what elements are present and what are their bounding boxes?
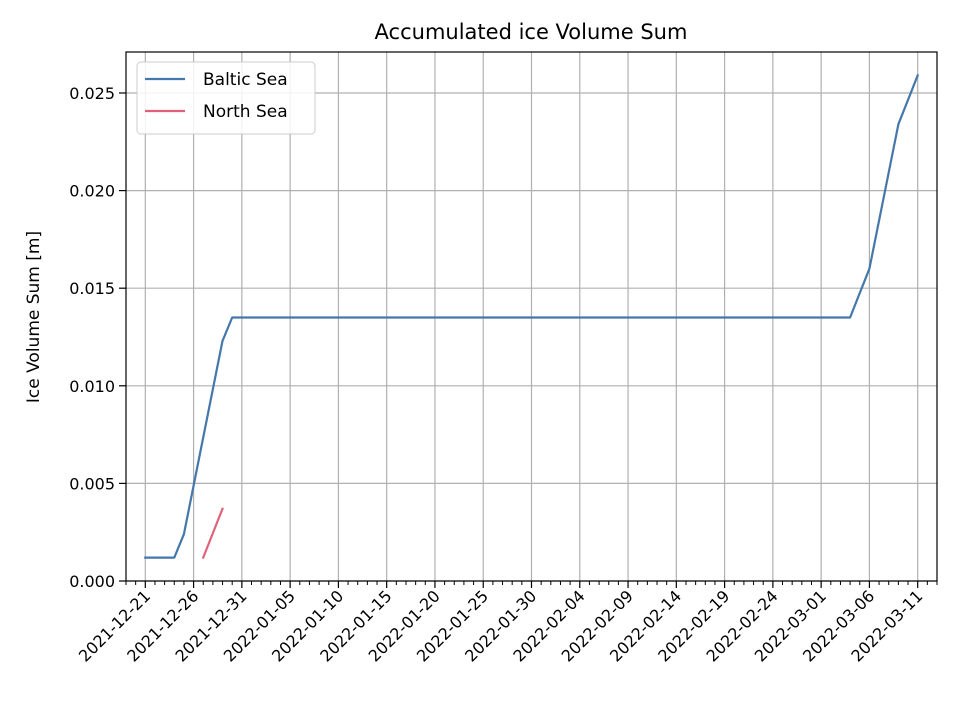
chart-title: Accumulated ice Volume Sum: [375, 20, 688, 44]
y-axis-ticks: 0.000 0.005 0.010 0.015 0.020 0.025: [69, 84, 126, 591]
series-line-2: [201, 507, 224, 560]
y-axis-label: Ice Volume Sum [m]: [24, 231, 44, 403]
y-tick-label: 0.020: [69, 182, 115, 201]
y-tick-label: 0.000: [69, 572, 115, 591]
y-tick-label: 0.010: [69, 377, 115, 396]
legend-entry: Baltic Sea: [203, 70, 288, 90]
x-axis-ticks: 2021-12-212021-12-262021-12-312022-01-05…: [75, 581, 938, 666]
series-lines: [144, 73, 920, 560]
y-tick-label: 0.005: [69, 474, 115, 493]
y-tick-label: 0.025: [69, 84, 115, 103]
y-tick-label: 0.015: [69, 279, 115, 298]
legend: Baltic Sea North Sea: [136, 61, 316, 135]
series-line-1: [144, 73, 920, 559]
legend-entry: North Sea: [203, 102, 288, 122]
